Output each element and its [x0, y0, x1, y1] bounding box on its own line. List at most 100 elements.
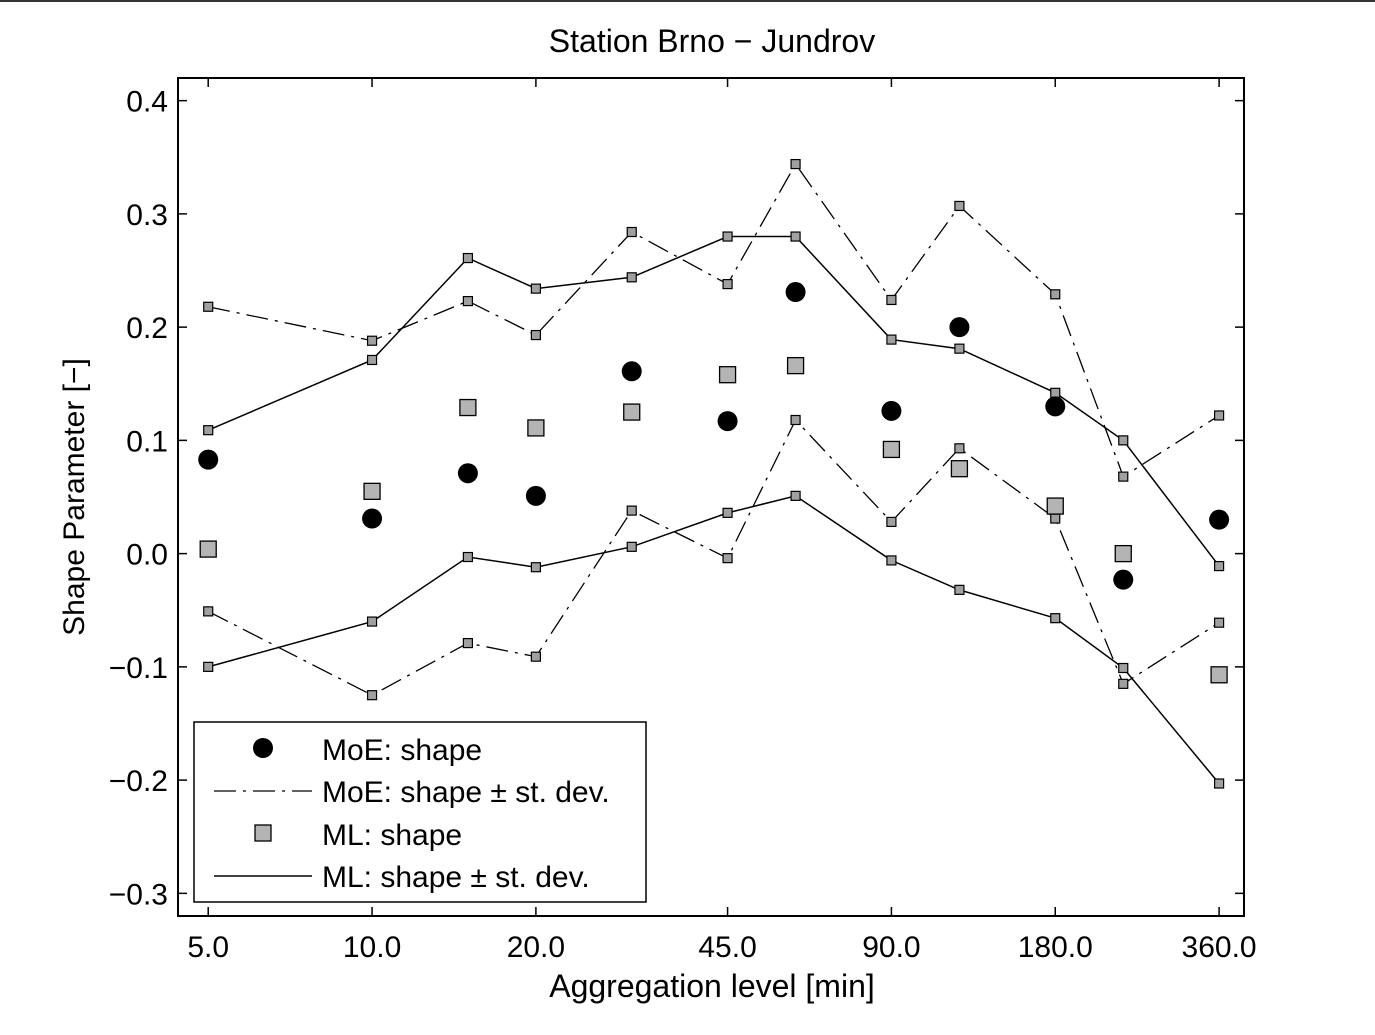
y-tick-label: −0.3	[109, 878, 168, 911]
moe-lower-point	[626, 505, 637, 516]
moe-upper-line	[208, 162, 1220, 478]
ml-shape-point	[786, 356, 805, 375]
chart-title: Station Brno − Jundrov	[549, 23, 875, 59]
ml-upper-point	[366, 354, 378, 366]
ml-upper-point	[1213, 560, 1225, 572]
ml-upper-point	[790, 231, 801, 242]
ml-upper-point	[203, 425, 214, 436]
legend-moe-shape-label: MoE: shape	[322, 734, 482, 767]
y-axis-label: Shape Parameter [−]	[58, 358, 91, 636]
x-tick-label: 5.0	[187, 931, 229, 964]
moe-shape-point	[881, 400, 902, 421]
ml-upper-point	[530, 283, 541, 294]
y-tick-label: 0.2	[126, 312, 168, 345]
ml-shape-point	[718, 366, 737, 384]
moe-upper-point	[1213, 410, 1225, 421]
moe-upper-point	[462, 295, 473, 307]
ml-shape-point	[527, 419, 545, 437]
series-lines	[207, 162, 1220, 784]
moe-shape-point	[1113, 569, 1134, 590]
plot-frame	[177, 77, 1245, 917]
moe-lower-point	[1213, 617, 1225, 628]
ml-shape-point	[199, 540, 217, 558]
y-tick-label: 0.3	[126, 199, 168, 232]
y-tick-label: 0.0	[126, 539, 168, 572]
y-tick-label: −0.1	[109, 652, 168, 685]
moe-upper-point	[1050, 289, 1061, 300]
moe-lower-point	[1118, 678, 1129, 689]
moe-shape-point	[785, 282, 806, 303]
moe-upper-point	[790, 158, 801, 170]
moe-shape-point	[457, 463, 478, 484]
moe-upper-point	[366, 335, 378, 346]
legend: MoE: shape MoE: shape ± st. dev. ML: sha…	[193, 721, 647, 903]
x-tick-label: 180.0	[1018, 931, 1093, 964]
moe-shape-point	[525, 485, 546, 506]
ml-lower-point	[1050, 613, 1061, 624]
moe-lower-point	[462, 637, 473, 649]
x-tick-label: 10.0	[343, 931, 401, 964]
moe-lower-point	[530, 651, 541, 662]
moe-shape-point	[1045, 396, 1066, 417]
moe-lower-point	[886, 516, 897, 528]
legend-ml-std-label: ML: shape ± st. dev.	[322, 861, 590, 894]
x-tick-label: 20.0	[507, 931, 565, 964]
ml-lower-point	[790, 490, 801, 501]
ml-upper-line	[207, 235, 1220, 567]
moe-shape-point	[717, 411, 738, 432]
ml-lower-point	[462, 551, 473, 563]
ml-lower-point	[530, 562, 541, 573]
ml-lower-point	[366, 616, 378, 627]
moe-shape-point	[949, 317, 970, 338]
moe-upper-point	[722, 279, 733, 290]
y-tick-labels: −0.3 −0.2 −0.1 0.0 0.1 0.2 0.3 0.4	[109, 86, 168, 912]
moe-shape-point	[362, 508, 383, 529]
moe-upper-point	[954, 200, 965, 212]
ml-shape-point	[1114, 544, 1132, 563]
ml-upper-point	[954, 343, 965, 354]
moe-shape-point	[198, 449, 219, 470]
moe-lower-point	[790, 414, 801, 426]
ml-lower-point	[203, 661, 214, 672]
x-axis-label: Aggregation level [min]	[549, 968, 875, 1004]
ml-lower-point	[1118, 662, 1129, 674]
y-tick-label: 0.4	[126, 86, 168, 119]
moe-upper-point	[626, 226, 637, 238]
ml-upper-point	[626, 272, 637, 283]
ml-lower-point	[626, 541, 637, 552]
ml-shape-point	[950, 460, 969, 478]
ml-lower-point	[886, 555, 897, 566]
moe-lower-point	[722, 553, 733, 564]
moe-upper-point	[886, 294, 897, 306]
ml-upper-point	[1118, 435, 1129, 446]
ml-upper-point	[886, 334, 897, 345]
ml-lower-point	[954, 584, 965, 595]
y-tick-label: −0.2	[109, 765, 168, 798]
legend-ml-shape-marker	[254, 824, 272, 842]
ml-shape-point	[623, 403, 641, 421]
ml-lower-point	[722, 507, 733, 518]
moe-shape-point	[621, 361, 642, 382]
moe-lower-point	[366, 690, 378, 701]
moe-shape-point	[1209, 509, 1230, 530]
legend-moe-std-label: MoE: shape ± st. dev.	[322, 776, 610, 809]
x-tick-label: 360.0	[1182, 931, 1257, 964]
y-tick-label: 0.1	[126, 425, 168, 458]
moe-upper-point	[1118, 471, 1129, 482]
ml-shape-point	[1046, 497, 1064, 515]
ml-shape-point	[1210, 666, 1228, 684]
axis-ticks	[178, 78, 1244, 916]
ml-upper-point	[722, 231, 733, 242]
legend-moe-shape-marker	[253, 738, 273, 758]
ml-shape-point	[459, 398, 477, 417]
moe-upper-point	[530, 329, 541, 341]
moe-lower-line	[207, 418, 1220, 696]
legend-ml-shape-label: ML: shape	[322, 819, 462, 852]
ml-lower-point	[1213, 778, 1225, 789]
ml-shape-point	[882, 440, 901, 459]
moe-lower-point	[1050, 513, 1061, 524]
x-tick-labels: 5.0 10.0 20.0 45.0 90.0 180.0 360.0	[187, 931, 1256, 964]
ml-upper-point	[462, 252, 473, 264]
moe-lower-point	[203, 606, 214, 617]
